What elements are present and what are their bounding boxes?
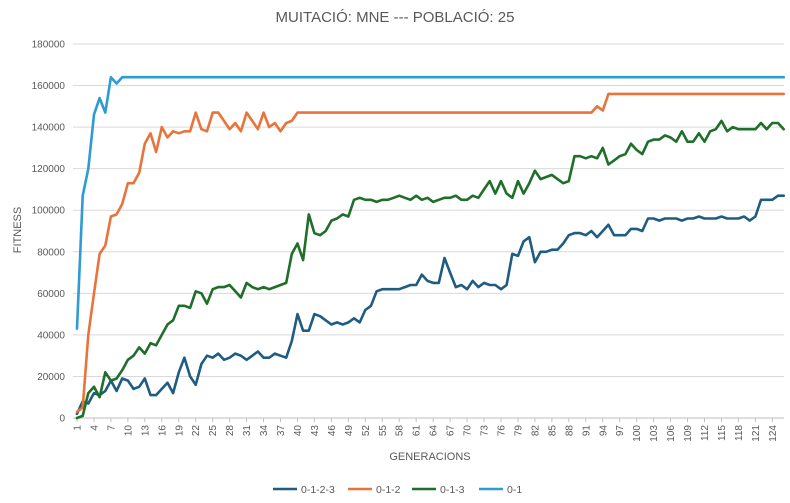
- x-tick-label: 100: [632, 425, 643, 442]
- x-tick-label: 52: [361, 425, 372, 437]
- x-tick-label: 115: [717, 425, 728, 441]
- legend-label: 0-1-2-3: [301, 484, 335, 496]
- y-tick-label: 120000: [32, 164, 66, 175]
- x-tick-label: 76: [496, 425, 507, 437]
- legend-label: 0-1-2: [376, 484, 401, 496]
- legend: 0-1-2-3 0-1-2 0-1-3 0-1: [273, 484, 522, 496]
- series-line-0-1-2: [75, 92, 785, 414]
- x-axis-label: GENERACIONS: [389, 451, 470, 463]
- x-tick-label: 94: [598, 425, 609, 437]
- x-tick-label: 61: [412, 425, 423, 437]
- x-tick-label: 19: [174, 425, 185, 437]
- series-line-0-1: [75, 75, 785, 330]
- x-tick-label: 118: [734, 425, 745, 441]
- x-tick-label: 25: [208, 425, 219, 437]
- x-tick-label: 124: [768, 425, 779, 442]
- y-tick-label: 80000: [37, 247, 65, 258]
- series-line-0-1-2-3: [75, 194, 785, 416]
- y-tick-label: 140000: [32, 123, 66, 134]
- x-tick-label: 4: [89, 425, 100, 431]
- y-axis-label: FITNESS: [12, 207, 24, 253]
- x-tick-label: 7: [106, 425, 117, 431]
- x-tick-label: 46: [327, 425, 338, 437]
- x-tick-label: 82: [530, 425, 541, 437]
- x-tick-label: 40: [293, 425, 304, 437]
- y-tick-label: 0: [59, 414, 65, 425]
- x-tick-label: 10: [123, 425, 134, 437]
- x-tick-label: 79: [513, 425, 524, 437]
- y-tick-label: 40000: [37, 330, 65, 341]
- x-tick-label: 55: [378, 425, 389, 437]
- x-tick-label: 70: [463, 425, 474, 437]
- y-tick-label: 60000: [37, 289, 65, 300]
- x-tick-label: 58: [395, 425, 406, 437]
- x-tick-label: 64: [429, 425, 440, 437]
- y-tick-label: 20000: [37, 372, 65, 383]
- y-tick-label: 100000: [32, 206, 66, 217]
- x-tick-label: 43: [310, 425, 321, 437]
- series-line-0-1-3: [75, 119, 785, 420]
- x-tick-label: 109: [683, 425, 694, 442]
- x-tick-label: 67: [446, 425, 457, 437]
- x-tick-label: 112: [700, 425, 711, 441]
- legend-label: 0-1: [507, 484, 522, 496]
- legend-label: 0-1-3: [440, 484, 465, 496]
- x-tick-label: 13: [140, 425, 151, 437]
- y-axis-ticks: 0 20000 40000 60000 80000 100000 120000 140000 1…: [32, 40, 66, 425]
- x-tick-label: 34: [259, 425, 270, 437]
- x-tick-label: 88: [564, 425, 575, 437]
- x-tick-label: 37: [276, 425, 287, 437]
- x-tick-label: 121: [751, 425, 762, 442]
- x-tick-label: 73: [480, 425, 491, 437]
- x-tick-label: 1: [73, 425, 84, 431]
- x-tick-label: 28: [225, 425, 236, 437]
- x-tick-label: 49: [344, 425, 355, 437]
- x-tick-label: 103: [649, 425, 660, 442]
- x-tick-label: 97: [615, 425, 626, 437]
- x-tick-label: 85: [547, 425, 558, 437]
- x-tick-label: 22: [191, 425, 202, 437]
- x-tick-label: 16: [157, 425, 168, 437]
- y-tick-label: 180000: [32, 40, 66, 51]
- y-tick-label: 160000: [32, 81, 66, 92]
- x-tick-label: 31: [242, 425, 253, 437]
- x-axis-ticks: 1 4 7 10 13 16 19 22 25 28 31 34 37 40 43 46 49 52 55 58 61 6…: [73, 418, 779, 442]
- x-tick-label: 91: [581, 425, 592, 437]
- x-tick-label: 106: [666, 425, 677, 442]
- series-lines: [75, 75, 785, 420]
- chart-title: MUITACIÓ: MNE --- POBLACIÓ: 25: [276, 9, 515, 26]
